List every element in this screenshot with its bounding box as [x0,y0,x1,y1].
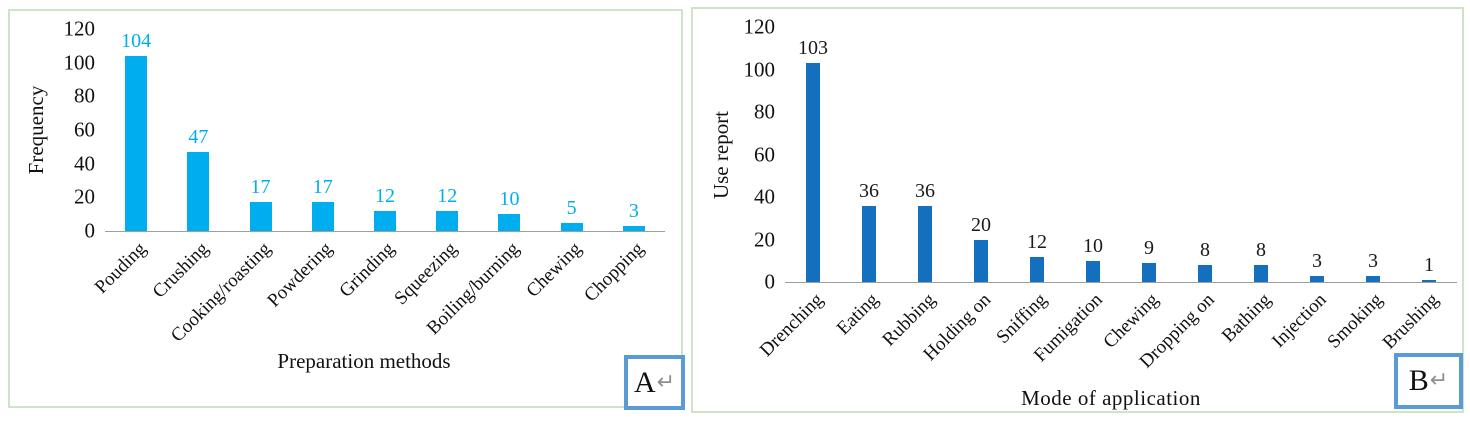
bar [1030,256,1044,282]
bar [1366,275,1380,282]
bar [1198,265,1212,282]
bar-value-label: 12 [375,184,395,207]
return-mark-icon: ↵ [1429,368,1449,393]
category-label: Injection [1268,289,1332,352]
x-axis-title-a: Preparation methods [277,349,451,373]
bar-value-label: 10 [1083,234,1103,257]
category-label: Drenching [755,289,828,361]
y-axis-title-b: Use report [709,110,733,200]
bar [862,205,876,282]
bar-value-label: 3 [1312,249,1322,272]
y-tick-label: 100 [63,50,96,75]
y-tick-label: 40 [754,184,775,209]
plot-area-a: 0 20 40 60 80 100 120 104 Pouding 47 Crushing 17 Coo… [64,18,665,346]
bar [436,210,459,231]
bar [1422,279,1436,282]
y-tick-label: 100 [743,57,776,81]
bar [560,222,583,231]
bar-value-label: 36 [915,179,935,202]
bar-value-label: 8 [1200,239,1210,262]
y-axis-title-a: Frequency [24,85,48,175]
bar-value-label: 47 [188,125,209,148]
y-tick-label: 120 [743,14,776,39]
bar [974,239,988,282]
bar-value-label: 8 [1256,239,1266,262]
bar-value-label: 10 [499,188,520,211]
y-tick-label: 0 [764,269,776,294]
panel-label-b: B [1408,364,1429,397]
category-label: Smoking [1323,289,1388,353]
bar [1310,275,1324,282]
category-label: Pouding [90,238,151,298]
bar-value-label: 1 [1424,253,1434,276]
bar-value-label: 3 [628,199,639,222]
bar [374,210,396,231]
bar-value-label: 17 [312,176,333,199]
category-label: Chopping [580,238,649,307]
category-label: Brushing [1379,289,1444,354]
bar [125,55,148,231]
y-tick-label: 20 [754,227,775,251]
chart-panel-b: Use report 0 20 40 60 80 100 120 103 Drenching 36… [691,7,1464,413]
plot-area-b: 0 20 40 60 80 100 120 103 Drenching 36 Eating 36 Rub… [744,16,1457,372]
return-mark-icon: ↵ [656,369,676,395]
bar-value-label: 5 [566,196,577,219]
bar-value-label: 20 [971,213,991,236]
category-label: Chewing [522,238,586,302]
y-tick-label: 0 [84,218,96,243]
y-tick-label: 120 [63,16,96,41]
y-tick-label: 60 [754,142,775,166]
y-tick-label: 80 [754,99,775,124]
x-axis-title-b: Mode of application [1021,386,1201,410]
y-tick-label: 80 [74,83,95,108]
y-tick-label: 20 [74,184,95,209]
bar [1142,262,1156,282]
bar-value-label: 12 [437,184,458,207]
bar-value-label: 103 [798,37,828,60]
bar-value-label: 3 [1368,249,1378,272]
bar [1086,260,1100,282]
bar-value-label: 9 [1144,236,1154,259]
bar-value-label: 104 [121,29,152,52]
bar [249,202,272,231]
bar [498,214,521,231]
bar-value-label: 17 [250,176,271,199]
bar [187,151,210,231]
panel-label-box-b: B ↵ [1394,353,1463,409]
y-tick-label: 60 [74,117,95,142]
panel-label-box-a: A ↵ [624,355,685,410]
bar [918,205,932,282]
category-label: Eating [833,289,884,340]
bar-value-label: 12 [1027,230,1047,253]
panel-label-a: A [633,365,656,399]
category-label: Bathing [1217,289,1276,347]
chart-panel-a: Frequency 0 20 40 60 80 100 120 104 Pouding 47 Cru… [8,9,685,410]
bar [622,225,645,231]
bar [311,202,334,231]
bar [806,63,820,282]
category-label: Powdering [263,238,337,312]
bar [1254,265,1268,282]
bar-value-label: 36 [859,179,879,202]
y-tick-label: 40 [74,151,95,176]
